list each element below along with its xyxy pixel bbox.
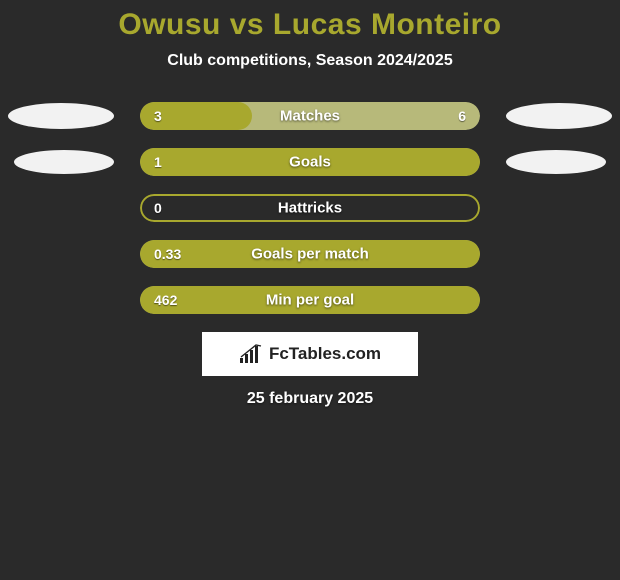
stat-bar: 0 Hattricks [140, 194, 480, 222]
fctables-logo-icon [239, 344, 265, 364]
page-title: Owusu vs Lucas Monteiro [0, 8, 620, 42]
stat-row: 462 Min per goal [0, 286, 620, 314]
comparison-card: Owusu vs Lucas Monteiro Club competition… [0, 0, 620, 408]
logo-text: FcTables.com [269, 344, 381, 364]
logo-box[interactable]: FcTables.com [202, 332, 418, 376]
stat-label: Goals [289, 154, 331, 171]
bars-host: 3 6 Matches 1 Goals 0 Hattricks 0.33 Goals per m… [0, 102, 620, 314]
stat-bar: 0.33 Goals per match [140, 240, 480, 268]
stat-row: 0.33 Goals per match [0, 240, 620, 268]
player-right-ellipse [506, 150, 606, 174]
stat-label: Hattricks [278, 200, 342, 217]
stat-bar: 462 Min per goal [140, 286, 480, 314]
player-left-ellipse [8, 103, 114, 129]
player-left-ellipse [14, 150, 114, 174]
stat-left-value: 3 [154, 108, 162, 124]
stat-label: Min per goal [266, 292, 354, 309]
player-right-ellipse [506, 103, 612, 129]
stat-left-value: 0 [154, 200, 162, 216]
stat-row: 3 6 Matches [0, 102, 620, 130]
stat-bar: 1 Goals [140, 148, 480, 176]
stat-label: Goals per match [251, 246, 369, 263]
stat-right-value: 6 [458, 108, 466, 124]
stat-bar: 3 6 Matches [140, 102, 480, 130]
stat-label: Matches [280, 108, 340, 125]
subtitle: Club competitions, Season 2024/2025 [0, 52, 620, 70]
stat-row: 1 Goals [0, 148, 620, 176]
date-line: 25 february 2025 [0, 390, 620, 408]
stat-left-value: 0.33 [154, 246, 181, 262]
stat-row: 0 Hattricks [0, 194, 620, 222]
stat-left-value: 1 [154, 154, 162, 170]
stat-left-value: 462 [154, 292, 177, 308]
